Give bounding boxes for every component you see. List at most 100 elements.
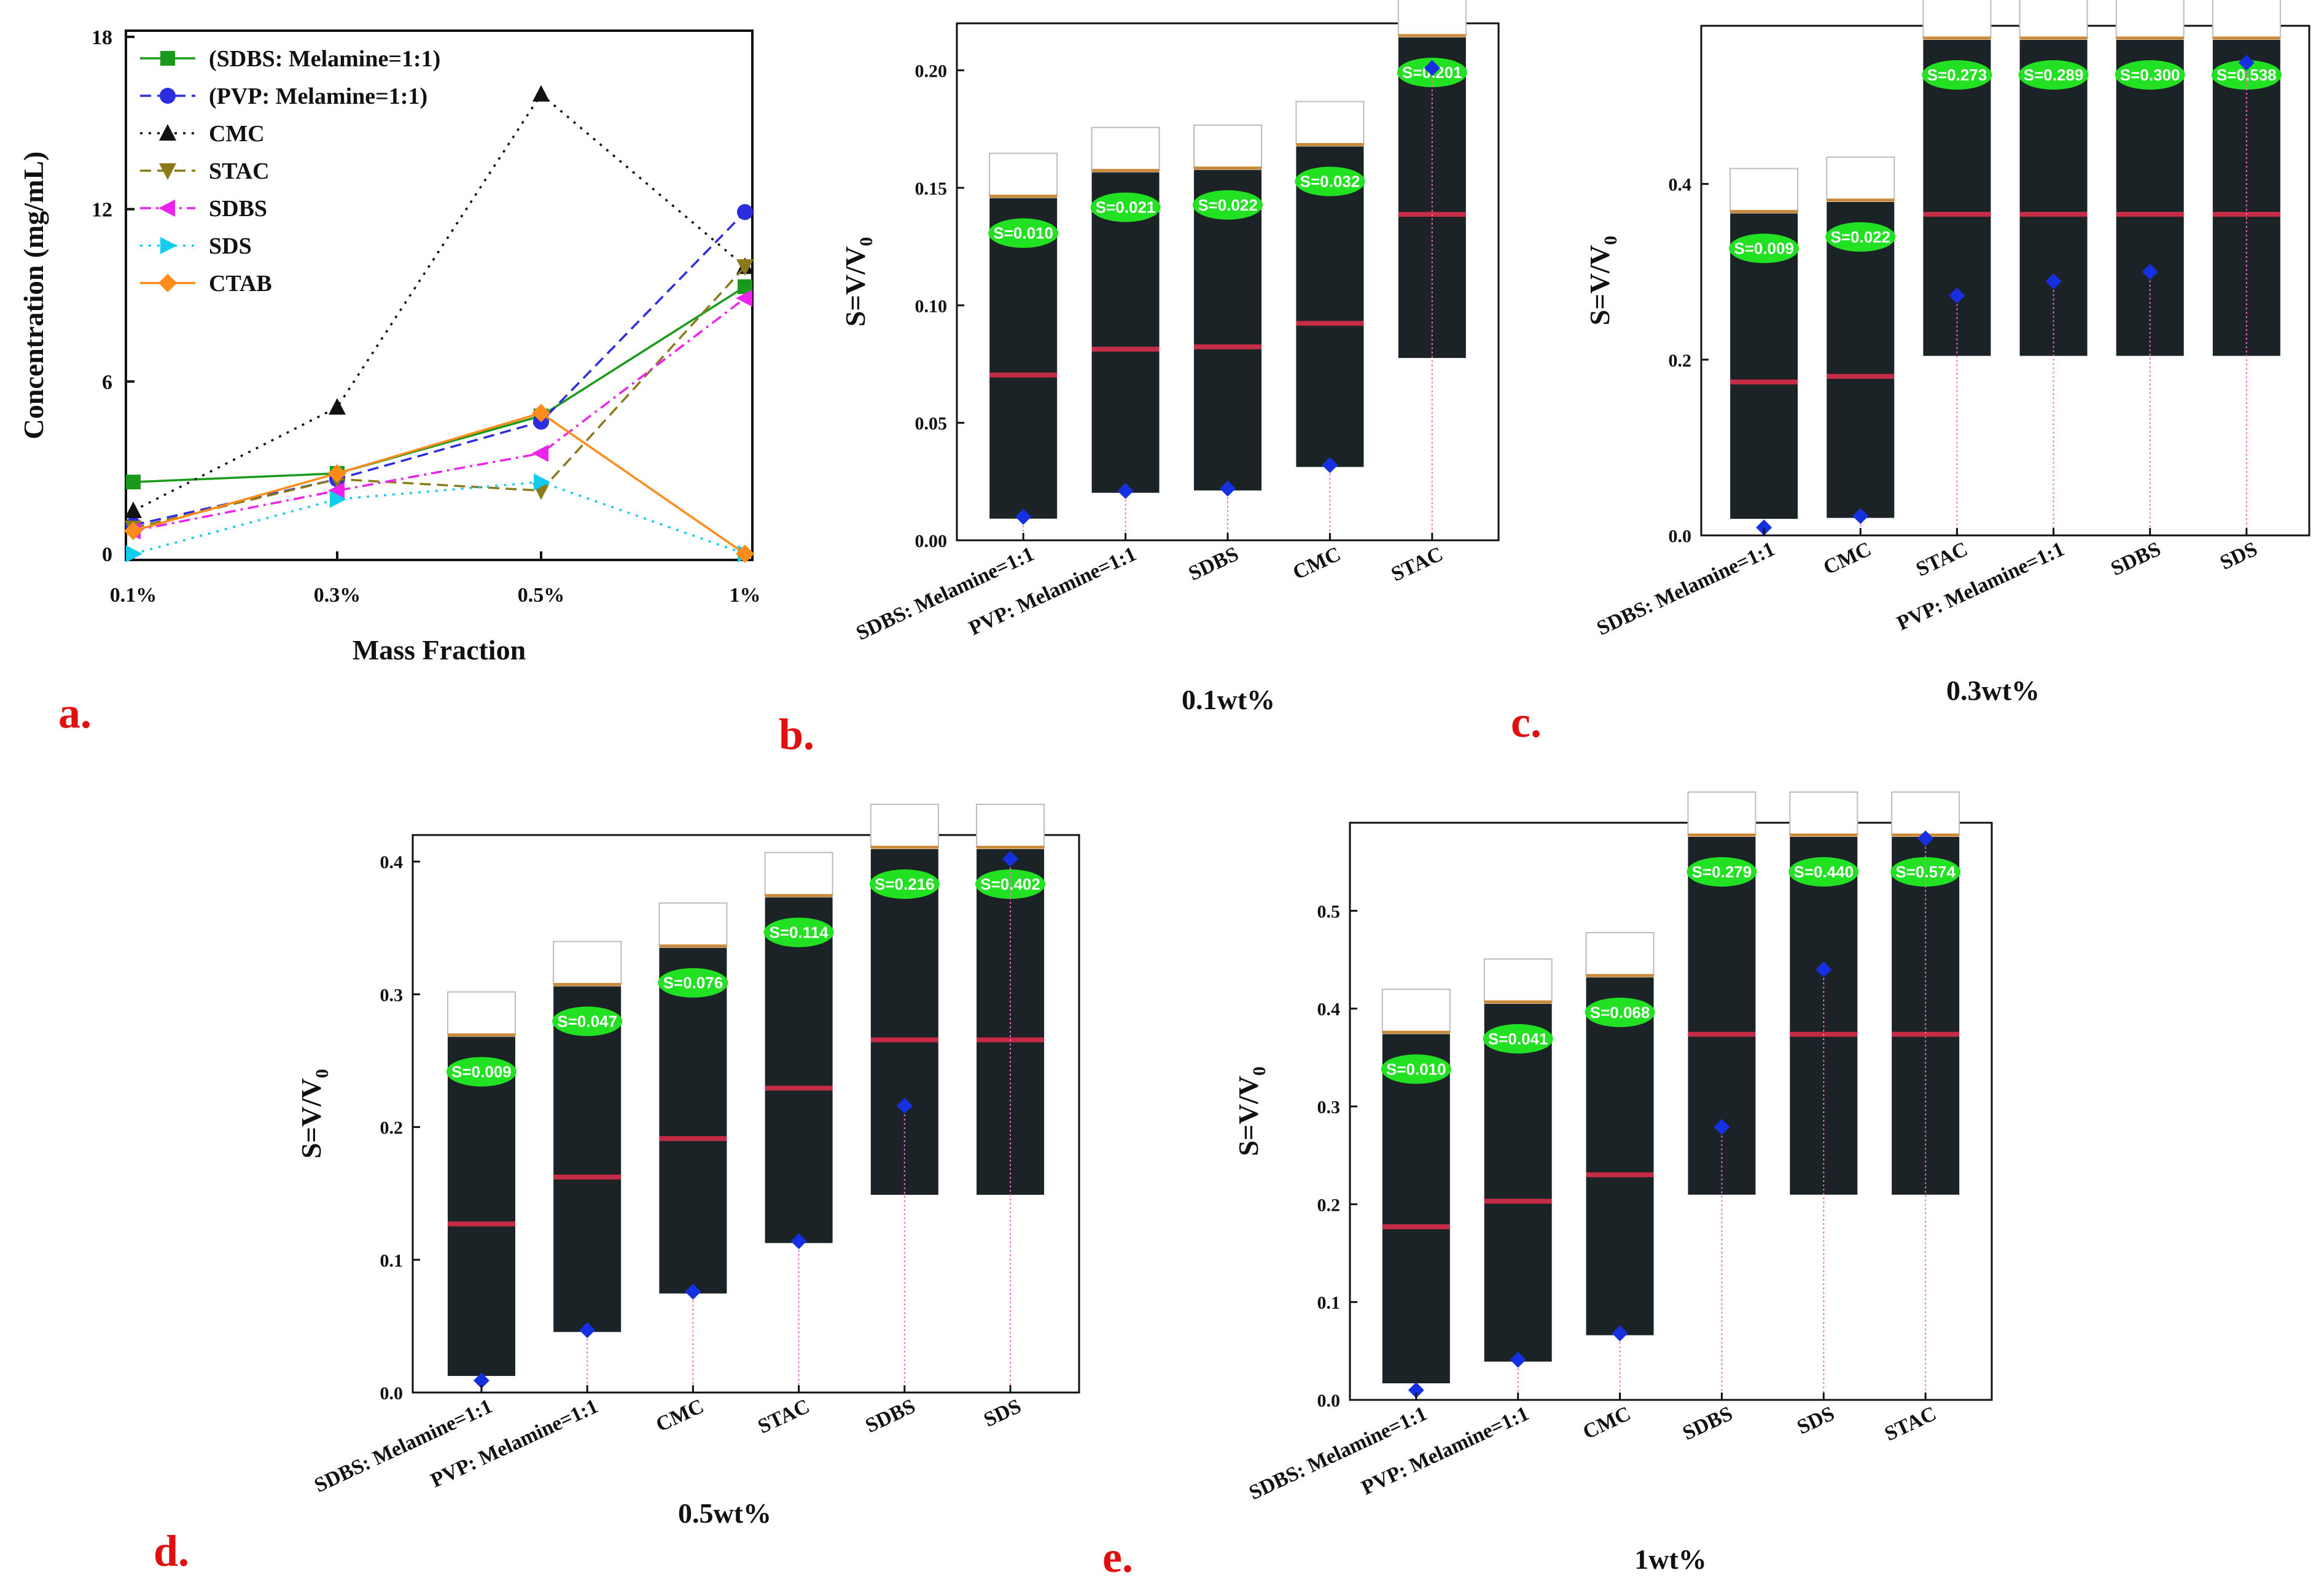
value-badge	[2115, 60, 2185, 90]
series-marker	[532, 85, 550, 102]
vial-dispersion	[1586, 977, 1654, 1335]
value-badge-label: S=0.273	[1927, 66, 1987, 84]
vial-dispersion	[553, 986, 622, 1332]
legend-label: CTAB	[209, 271, 272, 297]
vial-cap-space	[1397, 0, 1467, 36]
sample-3: S=0.114 STAC	[754, 852, 834, 1439]
vial-cap-space	[658, 902, 728, 947]
x-tick-label: SDS	[1794, 1402, 1838, 1439]
data-point	[1424, 60, 1440, 76]
laser-beam	[870, 1037, 938, 1043]
y-tick-label: 0.2	[1317, 1195, 1341, 1215]
value-badge-label: S=0.041	[1488, 1030, 1548, 1048]
series-marker	[736, 259, 754, 276]
series-marker	[125, 501, 142, 518]
x-tick-label: 1%	[730, 584, 761, 607]
value-badge-label: S=0.300	[2120, 66, 2180, 84]
series-marker	[159, 124, 176, 141]
value-badge	[2211, 60, 2282, 90]
plot-frame	[1700, 25, 2310, 537]
vial-dispersion	[1730, 213, 1798, 519]
value-badge-label: S=0.010	[993, 224, 1053, 243]
data-point	[1322, 457, 1338, 473]
data-point	[2142, 263, 2158, 280]
x-tick-label: PVP: Melamine=1:1	[427, 1395, 602, 1493]
series-marker	[737, 204, 753, 220]
laser-beam	[1484, 1199, 1552, 1204]
x-tick-label: PVP: Melamine=1:1	[1893, 538, 2068, 635]
data-point	[1002, 850, 1019, 867]
panel-a-chart: 0 6 12 18 0.1% 0.3% 0.5% 1% Mass Fraction Concent…	[18, 26, 761, 737]
series-marker	[160, 51, 175, 66]
vial-cap-space	[446, 991, 516, 1036]
vial-cap-space	[1789, 791, 1858, 836]
series-marker	[532, 403, 550, 422]
value-badge-label: S=0.114	[770, 923, 829, 942]
vial-cap-space	[1687, 791, 1757, 836]
value-badge-label: S=0.076	[663, 974, 723, 992]
laser-beam	[447, 1221, 515, 1227]
data-point	[1852, 508, 1869, 524]
data-point	[1510, 1351, 1526, 1368]
vial-cap-space	[1295, 101, 1365, 146]
vial-dispersion	[659, 947, 727, 1294]
vial-cap-space	[1922, 0, 1992, 39]
y-axis-title-main: S=V/V	[1584, 245, 1615, 325]
panel-label: b.	[779, 710, 814, 759]
legend-label: SDS	[209, 233, 252, 259]
vial-cap-space	[1729, 168, 1799, 212]
sample-2: S=0.076 CMC	[653, 902, 728, 1437]
data-point	[1408, 1382, 1424, 1399]
y-tick-label: 0.20	[915, 61, 948, 82]
value-badge	[658, 968, 728, 998]
y-axis-title: Concentration (mg/mL)	[18, 152, 49, 440]
value-badge	[1295, 166, 1365, 196]
series-line	[133, 481, 746, 555]
value-badge-label: S=0.021	[1096, 198, 1156, 217]
vial-cap-space	[1585, 931, 1655, 976]
x-tick-label: SDBS	[1679, 1402, 1736, 1445]
x-tick-label: STAC	[1388, 543, 1447, 586]
series-marker	[158, 200, 175, 217]
vial-cap-space	[870, 804, 939, 848]
value-badge	[1686, 857, 1757, 887]
value-badge	[1090, 192, 1161, 222]
value-badge-label: S=0.068	[1590, 1003, 1650, 1022]
series-marker	[328, 464, 346, 483]
value-badge-label: S=0.289	[2024, 66, 2084, 84]
x-tick-label: PVP: Melamine=1:1	[965, 543, 1140, 640]
series-marker	[160, 88, 176, 104]
vial-cap-space	[1826, 156, 1895, 201]
value-badge-label: S=0.022	[1830, 228, 1890, 246]
x-tick-label: STAC	[754, 1395, 813, 1439]
vial-dispersion	[1091, 172, 1160, 493]
laser-beam	[765, 1086, 833, 1091]
laser-beam	[1194, 344, 1261, 349]
x-tick-label: PVP: Melamine=1:1	[1358, 1402, 1532, 1500]
panel-b-chart: 0.00 0.05 0.10 0.15 0.20 S=V/V0 S=0.010 SDBS: M…	[779, 0, 1500, 759]
data-point	[1756, 519, 1772, 536]
series-marker	[328, 482, 345, 500]
value-badge-label: S=0.279	[1692, 863, 1752, 881]
panel-label: d.	[154, 1526, 189, 1575]
value-badge	[1922, 60, 1992, 90]
x-tick-label: CMC	[653, 1395, 708, 1437]
x-tick-label: SDBS: Melamine=1:1	[852, 543, 1037, 645]
series-marker	[159, 163, 176, 180]
value-badge-label: S=0.022	[1198, 196, 1258, 214]
x-tick-label: SDBS	[2107, 538, 2164, 580]
vial-dispersion	[447, 1036, 515, 1376]
series-stac: STAC	[125, 158, 754, 537]
vial-dispersion	[2212, 40, 2280, 356]
vial-cap-space	[1091, 126, 1160, 171]
vial-cap-space	[2115, 0, 2185, 39]
value-badge-label: S=0.009	[451, 1063, 512, 1081]
y-tick-label: 0.05	[915, 414, 948, 434]
laser-beam	[2019, 212, 2088, 217]
panel-label: a.	[58, 688, 92, 737]
data-point	[685, 1283, 701, 1300]
y-tick-label: 0.3	[1317, 1097, 1341, 1117]
panel-c-chart: 0.0 0.2 0.4 S=V/V0 S=0.009 SDBS: Melamine=1:1…	[1511, 0, 2310, 747]
data-point	[1117, 483, 1134, 499]
